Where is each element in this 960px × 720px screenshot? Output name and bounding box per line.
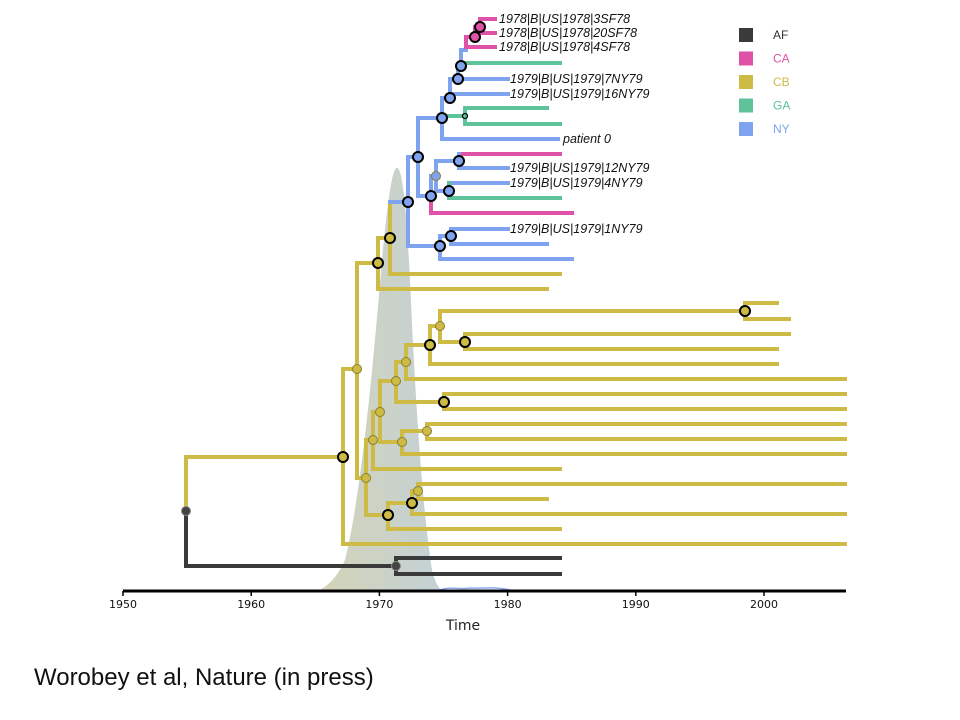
tip-label: patient 0 xyxy=(562,132,611,146)
tree-node xyxy=(431,171,441,181)
tick-label: 1980 xyxy=(494,598,522,611)
tree-node xyxy=(181,506,191,516)
legend-label: CB xyxy=(773,75,790,89)
tree-node xyxy=(424,339,436,351)
branch-cb xyxy=(410,489,847,516)
branch-ny xyxy=(440,96,560,141)
tree-node xyxy=(375,407,385,417)
tick-label: 1960 xyxy=(237,598,265,611)
time-axis: 1950 1960 1970 1980 1990 2000 Time xyxy=(109,589,846,634)
legend-swatch xyxy=(739,28,753,42)
legend-swatch xyxy=(739,122,753,136)
branch-cb xyxy=(416,482,549,501)
tree-node xyxy=(452,73,464,85)
tree-node xyxy=(459,336,471,348)
tree-node xyxy=(453,155,465,167)
branch-ca xyxy=(464,35,497,49)
tick-label: 2000 xyxy=(750,598,778,611)
tree-node xyxy=(413,486,423,496)
branch-cb xyxy=(376,236,549,291)
branch-cb xyxy=(341,367,847,546)
tree-node xyxy=(337,451,349,463)
tree-node xyxy=(361,473,371,483)
legend: AF CA CB GA NY xyxy=(739,28,790,136)
tree-node xyxy=(739,305,751,317)
tip-label: 1979|B|US|1979|4NY79 xyxy=(510,176,643,190)
tree-node xyxy=(438,396,450,408)
tree-node xyxy=(397,437,407,447)
tree-node xyxy=(469,31,481,43)
tree-node xyxy=(422,426,432,436)
tree-node xyxy=(445,230,457,242)
legend-swatch xyxy=(739,51,753,66)
tree-node xyxy=(443,185,455,197)
tree-node xyxy=(406,497,418,509)
axis-label: Time xyxy=(445,618,480,634)
branch-cb xyxy=(400,429,847,456)
tree-node xyxy=(474,21,486,33)
caption: Worobey et al, Nature (in press) xyxy=(34,664,374,691)
tree-node xyxy=(461,112,469,120)
legend-label: CA xyxy=(773,52,790,66)
tree-node xyxy=(425,190,437,202)
legend-label: GA xyxy=(773,99,790,113)
tree-node xyxy=(455,60,467,72)
branch-cb xyxy=(388,200,562,276)
branch-cb xyxy=(404,343,847,381)
tree-node xyxy=(391,561,401,571)
branch-ny xyxy=(438,234,574,261)
tip-label: 1979|B|US|1979|1NY79 xyxy=(510,222,643,236)
legend-label: NY xyxy=(773,122,790,136)
branch-cb xyxy=(184,455,345,513)
tree-node xyxy=(384,232,396,244)
tip-label: 1979|B|US|1979|16NY79 xyxy=(510,87,650,101)
tree-node xyxy=(391,376,401,386)
branch-cb xyxy=(425,422,847,441)
tick-label: 1970 xyxy=(365,598,393,611)
tree-node xyxy=(382,509,394,521)
tree-node xyxy=(444,92,456,104)
legend-swatch xyxy=(739,75,753,89)
branch-cb xyxy=(442,392,847,411)
tree-node xyxy=(412,151,424,163)
tick-label: 1950 xyxy=(109,598,137,611)
tip-label: 1978|B|US|1978|20SF78 xyxy=(499,26,637,40)
branch-cb xyxy=(371,410,562,471)
legend-swatch xyxy=(739,98,753,113)
branch-cb xyxy=(743,301,791,321)
branch-cb xyxy=(463,332,779,351)
tree-node xyxy=(401,357,411,367)
ny-density xyxy=(439,587,511,591)
tip-label: 1978|B|US|1978|3SF78 xyxy=(499,12,630,26)
tip-label: 1979|B|US|1979|12NY79 xyxy=(510,161,650,175)
branch-ny xyxy=(457,152,510,170)
tree-node xyxy=(372,257,384,269)
branch-cb xyxy=(428,324,779,366)
tip-label: 1978|B|US|1978|4SF78 xyxy=(499,40,630,54)
tree-node xyxy=(434,240,446,252)
tick-label: 1990 xyxy=(622,598,650,611)
tree-node xyxy=(352,364,362,374)
tree-node xyxy=(435,321,445,331)
tip-label: 1979|B|US|1979|7NY79 xyxy=(510,72,643,86)
tree-node xyxy=(402,196,414,208)
tree-node xyxy=(368,435,378,445)
branch-af xyxy=(184,509,398,568)
tree-node xyxy=(436,112,448,124)
legend-label: AF xyxy=(773,28,788,42)
